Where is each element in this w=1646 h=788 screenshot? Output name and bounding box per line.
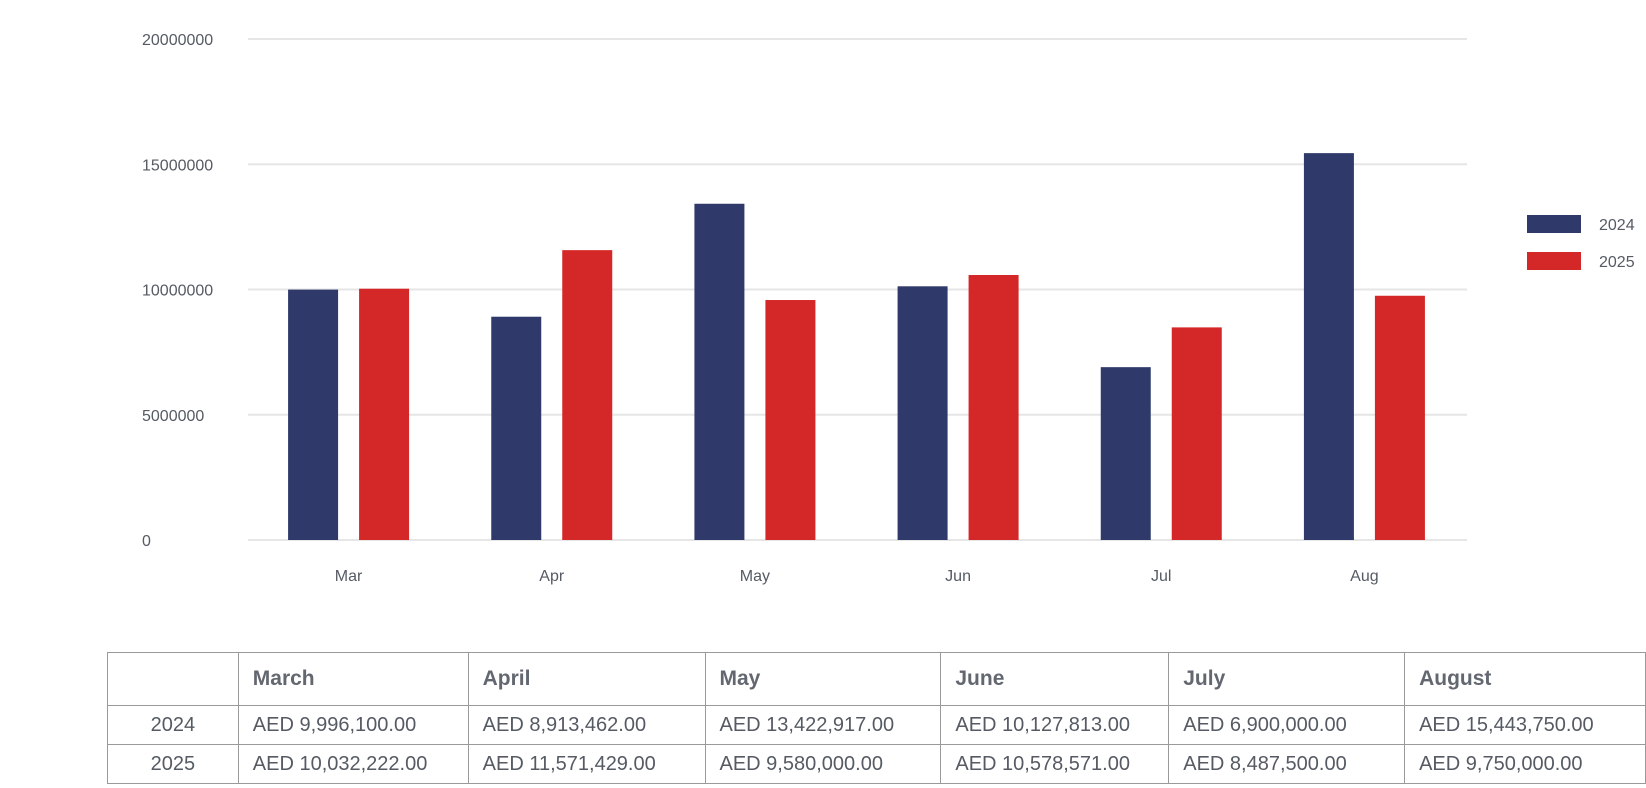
bar-2024-May xyxy=(694,203,745,541)
table-header-cell: July xyxy=(1168,652,1406,706)
y-axis: 0 5000000 10000000 15000000 20000000 xyxy=(142,32,213,550)
y-tick-label: 10000000 xyxy=(142,283,213,300)
legend-label: 2025 xyxy=(1599,254,1635,271)
bar-2025-May xyxy=(765,300,816,540)
x-tick-label: Apr xyxy=(539,568,565,585)
gridlines xyxy=(248,38,1467,541)
table-cell: AED 6,900,000.00 xyxy=(1168,705,1406,745)
table-cell: AED 13,422,917.00 xyxy=(704,705,942,745)
table-row: 2025 AED 10,032,222.00 AED 11,571,429.00… xyxy=(107,744,1646,784)
bar-2025-Jul xyxy=(1171,327,1222,540)
bar-2025-Apr xyxy=(562,250,613,541)
legend: 2024 2025 xyxy=(1527,215,1635,271)
bar-2024-Mar xyxy=(288,289,339,540)
table-cell: AED 9,580,000.00 xyxy=(704,744,942,784)
table-header-cell: April xyxy=(467,652,706,706)
bar-2025-Jun xyxy=(968,275,1019,540)
table-cell: AED 8,913,462.00 xyxy=(467,705,706,745)
table-cell: AED 10,127,813.00 xyxy=(940,705,1170,745)
table-cell: AED 9,750,000.00 xyxy=(1404,744,1646,784)
y-tick-label: 20000000 xyxy=(142,32,213,49)
table-cell: AED 10,578,571.00 xyxy=(940,744,1170,784)
table-header-cell: March xyxy=(237,652,469,706)
table-row: 2024 AED 9,996,100.00 AED 8,913,462.00 A… xyxy=(107,705,1646,745)
legend-label: 2024 xyxy=(1599,217,1635,234)
bar-2024-Jul xyxy=(1100,367,1151,540)
row-year-label: 2025 xyxy=(107,744,239,784)
x-axis: Mar Apr May Jun Jul Aug xyxy=(335,568,1379,585)
x-tick-label: May xyxy=(740,568,770,585)
table-header-cell: August xyxy=(1404,652,1646,706)
y-tick-label: 0 xyxy=(142,533,151,550)
table-cell: AED 15,443,750.00 xyxy=(1404,705,1646,745)
table-header-cell xyxy=(107,652,239,706)
bar-2024-Jun xyxy=(897,286,948,540)
table-cell: AED 8,487,500.00 xyxy=(1168,744,1406,784)
bar-2025-Mar xyxy=(359,288,410,540)
table-header-cell: June xyxy=(940,652,1170,706)
y-tick-label: 5000000 xyxy=(142,408,204,425)
legend-swatch xyxy=(1527,252,1581,270)
table-header-row: March April May June July August xyxy=(107,652,1646,706)
legend-swatch xyxy=(1527,215,1581,233)
table-cell: AED 10,032,222.00 xyxy=(237,744,469,784)
data-table: March April May June July August 2024 AE… xyxy=(107,652,1646,784)
table-cell: AED 11,571,429.00 xyxy=(467,744,706,784)
x-tick-label: Aug xyxy=(1350,568,1378,585)
row-year-label: 2024 xyxy=(107,705,239,745)
x-tick-label: Jun xyxy=(945,568,971,585)
x-tick-label: Jul xyxy=(1151,568,1171,585)
bars xyxy=(288,153,1425,541)
bar-2025-Aug xyxy=(1374,295,1425,540)
bar-2024-Apr xyxy=(491,316,542,540)
y-tick-label: 15000000 xyxy=(142,157,213,174)
bar-2024-Aug xyxy=(1303,153,1354,540)
table-header-cell: May xyxy=(704,652,942,706)
table-cell: AED 9,996,100.00 xyxy=(237,705,469,745)
x-tick-label: Mar xyxy=(335,568,363,585)
